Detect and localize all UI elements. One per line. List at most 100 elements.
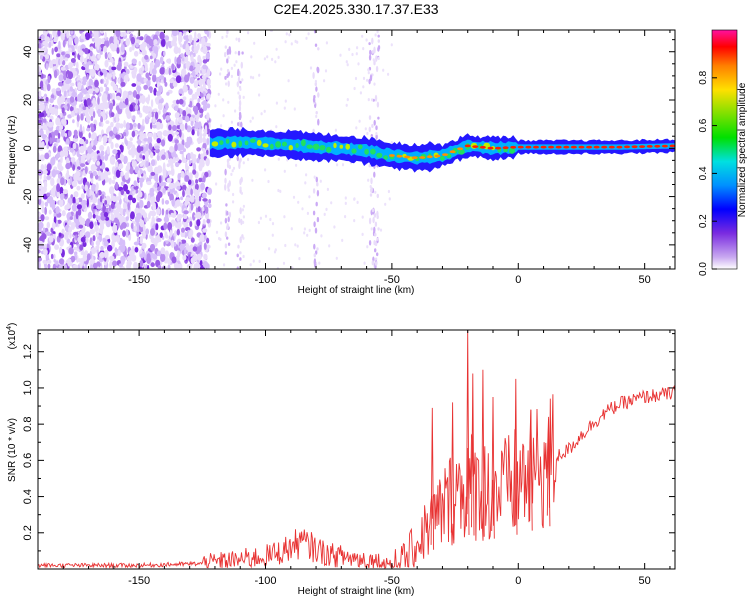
noise-speckle bbox=[171, 198, 176, 207]
noise-speckle bbox=[64, 133, 68, 138]
noise-speckle bbox=[185, 49, 190, 56]
noise-speckle bbox=[202, 175, 206, 183]
noise-speckle bbox=[197, 206, 201, 212]
noise-speckle bbox=[239, 257, 242, 261]
noise-speckle bbox=[42, 244, 48, 248]
noise-speckle bbox=[206, 218, 211, 224]
noise-speckle bbox=[227, 80, 230, 87]
noise-speckle bbox=[38, 221, 44, 229]
noise-speckle bbox=[182, 189, 185, 198]
noise-speckle bbox=[376, 30, 379, 34]
noise-speckle bbox=[116, 234, 121, 244]
noise-speckle bbox=[138, 61, 141, 66]
noise-speckle bbox=[228, 180, 231, 187]
noise-speckle bbox=[155, 223, 159, 231]
noise-speckle bbox=[56, 178, 61, 185]
noise-speckle bbox=[152, 124, 157, 129]
noise-speckle bbox=[95, 245, 100, 250]
noise-speckle bbox=[67, 114, 72, 119]
x-tick-label: -100 bbox=[254, 575, 276, 587]
noise-speckle bbox=[89, 264, 94, 269]
noise-speckle bbox=[84, 32, 91, 40]
noise-speckle bbox=[45, 63, 49, 71]
noise-speckle bbox=[141, 65, 145, 72]
noise-speckle bbox=[168, 158, 174, 166]
noise-speckle bbox=[184, 200, 189, 207]
y-tick-label: 1.0 bbox=[22, 380, 34, 395]
noise-speckle bbox=[106, 146, 110, 155]
noise-speckle bbox=[38, 212, 42, 218]
noise-speckle bbox=[103, 170, 108, 179]
noise-speckle bbox=[179, 123, 185, 132]
noise-speckle bbox=[368, 115, 372, 120]
x-tick-label: -50 bbox=[384, 274, 400, 286]
noise-speckle bbox=[128, 234, 132, 241]
noise-speckle bbox=[122, 132, 127, 137]
noise-speckle bbox=[167, 170, 172, 175]
signal-blob bbox=[269, 143, 274, 150]
noise-speckle bbox=[61, 228, 65, 235]
noise-speckle bbox=[137, 81, 142, 86]
noise-speckle bbox=[131, 254, 137, 262]
noise-speckle bbox=[170, 239, 175, 248]
noise-speckle bbox=[227, 56, 230, 60]
noise-speckle bbox=[377, 116, 380, 120]
noise-speckle bbox=[134, 104, 139, 111]
noise-speckle bbox=[115, 153, 119, 160]
noise-speckle bbox=[390, 141, 393, 145]
noise-speckle bbox=[353, 219, 356, 223]
noise-speckle bbox=[47, 121, 54, 128]
noise-speckle bbox=[177, 213, 183, 219]
noise-speckle bbox=[88, 211, 93, 220]
noise-speckle bbox=[178, 30, 184, 33]
noise-speckle bbox=[137, 176, 140, 184]
noise-speckle bbox=[140, 95, 146, 102]
noise-speckle bbox=[175, 199, 181, 207]
noise-speckle bbox=[236, 81, 239, 88]
noise-speckle bbox=[180, 196, 184, 201]
noise-speckle bbox=[366, 78, 369, 82]
noise-speckle bbox=[38, 249, 41, 254]
noise-speckle bbox=[81, 84, 84, 92]
noise-speckle bbox=[86, 253, 91, 261]
noise-speckle bbox=[224, 52, 227, 58]
signal-blob bbox=[250, 138, 256, 143]
noise-speckle bbox=[82, 126, 85, 135]
noise-speckle bbox=[204, 30, 209, 35]
noise-speckle bbox=[174, 112, 180, 119]
noise-speckle bbox=[220, 67, 223, 71]
noise-speckle bbox=[61, 107, 65, 114]
noise-speckle bbox=[283, 169, 286, 173]
noise-speckle bbox=[152, 74, 157, 83]
noise-speckle bbox=[95, 64, 100, 71]
noise-speckle bbox=[103, 240, 109, 247]
noise-speckle bbox=[52, 221, 56, 230]
colorbar-tick-label: 0.6 bbox=[698, 118, 709, 132]
noise-speckle bbox=[201, 192, 207, 199]
noise-speckle bbox=[237, 68, 240, 76]
noise-speckle bbox=[319, 179, 322, 183]
noise-speckle bbox=[112, 84, 118, 91]
noise-speckle bbox=[226, 30, 229, 35]
noise-speckle bbox=[230, 172, 233, 176]
signal-core bbox=[586, 145, 593, 149]
noise-speckle bbox=[227, 162, 230, 166]
noise-speckle bbox=[377, 45, 381, 50]
noise-speckle bbox=[308, 195, 311, 199]
noise-speckle bbox=[317, 92, 320, 98]
noise-speckle bbox=[370, 186, 373, 192]
noise-speckle bbox=[260, 112, 263, 116]
noise-speckle bbox=[303, 227, 306, 231]
noise-speckle bbox=[123, 120, 126, 128]
noise-speckle bbox=[377, 227, 380, 231]
signal-core bbox=[396, 154, 403, 158]
noise-speckle bbox=[317, 67, 320, 74]
noise-speckle bbox=[362, 47, 365, 51]
noise-speckle bbox=[60, 177, 65, 186]
signal-core bbox=[661, 144, 668, 148]
noise-speckle bbox=[46, 192, 51, 197]
noise-speckle bbox=[179, 43, 183, 48]
snr-spike bbox=[529, 409, 533, 531]
noise-speckle bbox=[202, 64, 208, 70]
